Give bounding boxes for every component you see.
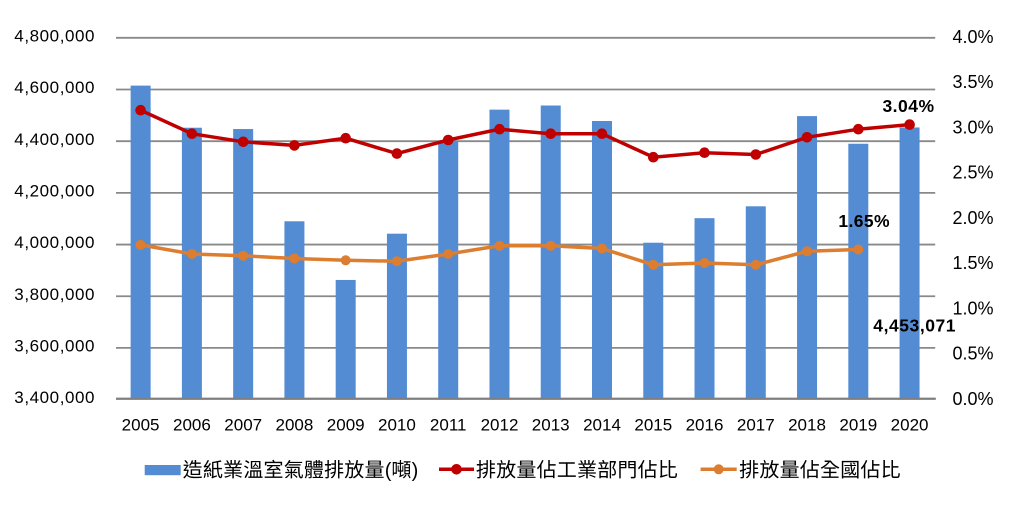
svg-text:2020: 2020: [891, 416, 929, 435]
svg-text:3.04%: 3.04%: [882, 96, 934, 116]
svg-text:2011: 2011: [430, 416, 467, 435]
svg-text:2009: 2009: [327, 416, 365, 435]
svg-text:3.5%: 3.5%: [953, 72, 994, 92]
svg-text:2016: 2016: [686, 416, 724, 435]
svg-text:3,800,000: 3,800,000: [14, 285, 94, 304]
svg-text:3,400,000: 3,400,000: [14, 388, 94, 407]
svg-text:(: (: [385, 460, 392, 482]
svg-text:2008: 2008: [275, 416, 313, 435]
svg-text:2013: 2013: [532, 416, 570, 435]
svg-text:4,453,071: 4,453,071: [873, 315, 956, 335]
svg-text:2.0%: 2.0%: [953, 208, 994, 228]
svg-text:3.0%: 3.0%: [953, 117, 994, 137]
svg-text:1.0%: 1.0%: [953, 298, 994, 318]
svg-text:4,000,000: 4,000,000: [14, 233, 94, 252]
svg-text:2019: 2019: [839, 416, 877, 435]
svg-text:2015: 2015: [634, 416, 672, 435]
svg-text:2018: 2018: [788, 416, 826, 435]
svg-text:2017: 2017: [737, 416, 775, 435]
svg-text:2006: 2006: [173, 416, 211, 435]
svg-text:2.5%: 2.5%: [953, 163, 994, 183]
svg-text:4,800,000: 4,800,000: [14, 26, 94, 45]
svg-text:2010: 2010: [378, 416, 416, 435]
svg-text:2007: 2007: [224, 416, 262, 435]
svg-text:4,200,000: 4,200,000: [14, 181, 94, 200]
svg-text:2014: 2014: [583, 416, 621, 435]
svg-text:2012: 2012: [481, 416, 519, 435]
svg-text:0.5%: 0.5%: [953, 344, 994, 364]
svg-text:4,600,000: 4,600,000: [14, 78, 94, 97]
svg-text:4.0%: 4.0%: [953, 27, 994, 47]
svg-text:1.5%: 1.5%: [953, 253, 994, 273]
svg-text:0.0%: 0.0%: [953, 389, 994, 409]
svg-text:2005: 2005: [122, 416, 160, 435]
svg-text:1.65%: 1.65%: [838, 211, 890, 231]
svg-text:3,600,000: 3,600,000: [14, 337, 94, 356]
svg-text:4,400,000: 4,400,000: [14, 130, 94, 149]
svg-text:): ): [412, 460, 419, 482]
